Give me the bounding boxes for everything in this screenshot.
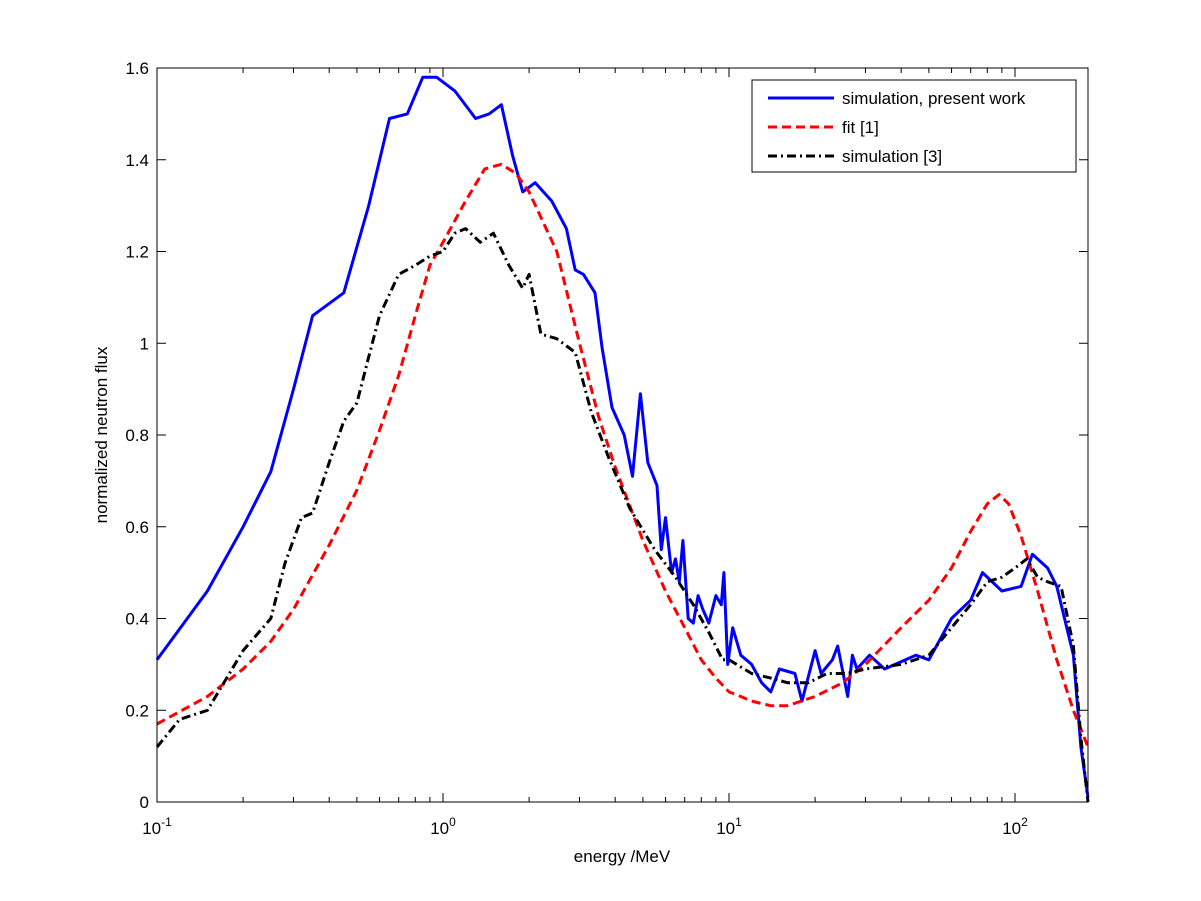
- plot-area: [157, 68, 1088, 802]
- legend-label-2: simulation [3]: [842, 147, 942, 166]
- legend: simulation, present work fit [1] simulatio…: [751, 79, 1077, 173]
- x-axis: 10-1 100 101 102: [142, 68, 1028, 838]
- y-axis-label: normalized neutron flux: [92, 346, 111, 523]
- series-layer: [155, 75, 1090, 803]
- y-tick-label: 0.2: [125, 701, 149, 720]
- y-tick-label: 1.2: [125, 243, 149, 262]
- series-line-0: [155, 75, 1090, 798]
- y-tick-label: 0.8: [125, 426, 149, 445]
- y-tick-label: 0.6: [125, 518, 149, 537]
- y-tick-label: 0: [140, 793, 149, 812]
- y-axis: 0 0.2 0.4 0.6 0.8 1 1.2 1.4 1.6: [125, 59, 1088, 812]
- x-tick-label: 100: [430, 815, 456, 838]
- x-tick-label: 10-1: [142, 815, 172, 838]
- y-tick-label: 1.4: [125, 151, 149, 170]
- x-tick-label: 102: [1002, 815, 1028, 838]
- x-tick-label: 101: [716, 815, 742, 838]
- y-tick-label: 1: [140, 334, 149, 353]
- y-tick-label: 1.6: [125, 59, 149, 78]
- legend-label-1: fit [1]: [842, 118, 879, 137]
- series-line-1: [156, 162, 1090, 748]
- x-axis-label: energy /MeV: [574, 847, 671, 866]
- y-tick-label: 0.4: [125, 610, 149, 629]
- legend-label-0: simulation, present work: [842, 89, 1026, 108]
- series-line-2: [155, 227, 1090, 803]
